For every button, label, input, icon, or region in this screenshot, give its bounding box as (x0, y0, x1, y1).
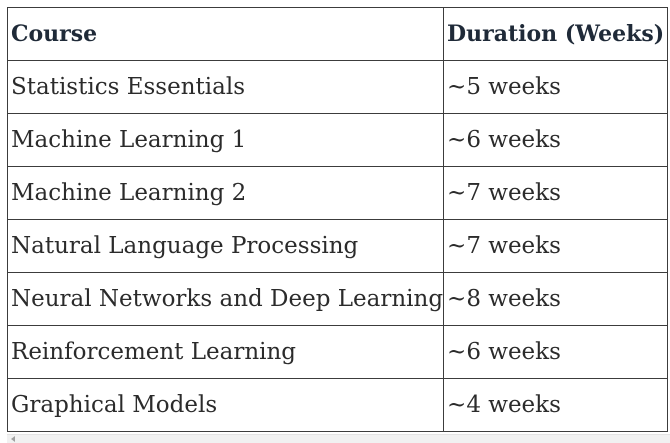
course-duration-table: Course Duration (Weeks) Statistics Essen… (6, 7, 669, 432)
duration-cell: ~7 weeks (443, 219, 669, 273)
table-row: Machine Learning 2 ~7 weeks (6, 166, 669, 220)
duration-cell: ~5 weeks (443, 60, 669, 114)
course-name-cell: Graphical Models (6, 378, 445, 432)
duration-cell: ~8 weeks (443, 272, 669, 326)
course-name-cell: Machine Learning 1 (6, 113, 445, 167)
duration-cell: ~6 weeks (443, 113, 669, 167)
course-name-cell: Natural Language Processing (6, 219, 445, 273)
table-row: Neural Networks and Deep Learning ~8 wee… (6, 272, 669, 326)
scroll-left-arrow-icon[interactable] (11, 436, 15, 442)
duration-cell: ~7 weeks (443, 166, 669, 220)
header-course: Course (6, 7, 445, 61)
course-duration-table-container: Course Duration (Weeks) Statistics Essen… (6, 7, 669, 432)
duration-cell: ~6 weeks (443, 325, 669, 379)
header-duration: Duration (Weeks) (443, 7, 669, 61)
duration-cell: ~4 weeks (443, 378, 669, 432)
table-row: Graphical Models ~4 weeks (6, 378, 669, 432)
table-row: Machine Learning 1 ~6 weeks (6, 113, 669, 167)
course-name-cell: Reinforcement Learning (6, 325, 445, 379)
course-name-cell: Statistics Essentials (6, 60, 445, 114)
course-name-cell: Neural Networks and Deep Learning (6, 272, 445, 326)
horizontal-scrollbar[interactable] (7, 434, 670, 443)
table-header-row: Course Duration (Weeks) (6, 7, 669, 61)
table-row: Natural Language Processing ~7 weeks (6, 219, 669, 273)
table-row: Reinforcement Learning ~6 weeks (6, 325, 669, 379)
table-row: Statistics Essentials ~5 weeks (6, 60, 669, 114)
course-name-cell: Machine Learning 2 (6, 166, 445, 220)
